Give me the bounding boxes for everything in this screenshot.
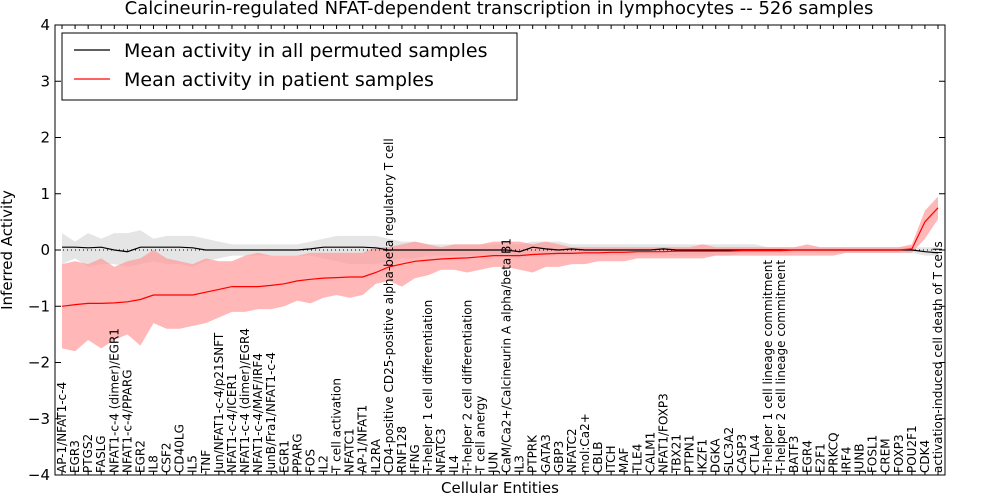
category-label: RNF128 [395,426,409,473]
category-label: NFAT1-c-4/PPARG [120,369,134,473]
category-label: Jun/NFAT1-c-4/p21SNFT [212,332,226,474]
category-label: NFATC2 [565,428,579,473]
x-axis-label: Cellular Entities [441,479,559,497]
category-label: NFAT1-c-4/MAF/IRF4 [251,353,265,473]
category-label: CSF2 [160,442,174,473]
category-label: CDK4 [918,440,932,473]
category-label: CTLA4 [748,434,762,473]
category-label: TNF [199,450,213,474]
category-label: BATF3 [787,436,801,473]
category-label: DGKA [709,438,723,473]
legend: Mean activity in all permuted samples Me… [61,32,518,101]
category-label: AP-1/NFAT1 [356,405,370,473]
y-tick-label: −4 [28,466,50,484]
category-labels: AP-1/NFAT1-c-4 EGR3 PTGS2 FASLG NFAT1-c-4 (d… [55,138,945,474]
category-label: EGR1 [277,440,291,473]
category-label: IKZF1 [696,439,710,473]
category-label: FOXP3 [892,434,906,473]
category-label: PTPN1 [683,435,697,473]
confidence-bands [62,196,938,352]
y-axis: −4 −3 −2 −1 0 1 2 3 4 [28,16,945,484]
y-tick-label: 2 [40,129,50,147]
category-label: POU2F1 [905,425,919,473]
y-tick-label: −1 [28,297,50,315]
category-label: FOSL1 [866,435,880,473]
category-label: NFATC1 [343,428,357,473]
category-label: TLE4 [630,444,644,474]
category-label: activation-induced cell death of T cells [931,241,945,473]
category-label: T-helper 1 cell lineage commitment [761,260,775,474]
legend-label-permuted: Mean activity in all permuted samples [124,40,487,62]
category-label: FASLG [94,435,108,473]
category-label: AP-1/NFAT1-c-4 [55,382,69,473]
category-label: IL2RA [369,438,383,473]
category-label: FOS [303,449,317,473]
y-tick-label: 4 [40,16,50,34]
category-label: NFATC3 [434,428,448,473]
patient-mean-line [61,207,939,307]
category-label: EGR2 [133,440,147,473]
category-label: CBLB [591,441,605,473]
category-label: CASP3 [735,434,749,473]
category-label: PTGS2 [81,434,95,473]
category-label: JUN [487,452,501,474]
category-label: T-helper 1 cell differentiation [421,300,435,474]
category-label: CD40LG [173,424,187,473]
category-label: CD4-positive CD25-positive alpha-beta re… [382,138,396,473]
category-label: IL4 [447,455,461,473]
category-label: NFAT1-c-4 (dimer)/EGR1 [107,328,121,473]
legend-label-patient: Mean activity in patient samples [124,69,434,91]
x-axis [61,25,939,475]
category-label: IFNG [408,444,422,473]
category-label: JUNB [853,443,867,474]
category-label: IL2 [317,455,331,473]
category-label: IL8 [147,455,161,473]
category-label: TBX21 [670,434,684,474]
category-label: CALM1 [643,432,657,473]
category-label: SLC3A2 [722,427,736,473]
category-label: GBP3 [552,441,566,473]
y-tick-label: −3 [28,410,50,428]
category-label: T cell anergy [473,396,487,474]
category-label: NFAT1/FOXP3 [656,393,670,473]
y-tick-label: 0 [40,241,50,259]
category-label: NFAT1-c-4/ICER1 [225,374,239,473]
chart-title: Calcineurin-regulated NFAT-dependent tra… [125,0,874,19]
category-label: IRF4 [840,447,854,473]
category-label: T-helper 2 cell lineage commitment [774,260,788,474]
category-label: GATA3 [539,434,553,473]
category-label: EGR4 [800,440,814,473]
legend-box [61,32,518,101]
category-label: NFAT1-c-4 (dimer)/EGR4 [238,328,252,473]
patient-band [62,196,938,352]
category-label: T cell activation [330,378,344,474]
category-label: IL5 [186,455,200,473]
category-label: CaM/Ca2+/Calcineurin A alpha/beta B1 [500,238,514,473]
category-label: T-helper 2 cell differentiation [460,300,474,474]
y-tick-label: 3 [40,72,50,90]
category-label: mol:Ca2+ [578,413,592,473]
y-tick-label: −2 [28,354,50,372]
category-label: IL3 [513,455,527,473]
category-label: MAF [617,447,631,473]
category-label: PTPRK [526,434,540,473]
category-label: CREM [879,438,893,473]
category-label: JunB/Fra1/NFAT1-c-4 [264,352,278,474]
category-label: EGR3 [68,440,82,473]
y-tick-label: 1 [40,185,50,203]
category-label: PRKCQ [826,432,840,473]
y-axis-label: Inferred Activity [0,190,16,310]
category-label: PPARG [290,433,304,473]
category-label: E2F1 [813,443,827,473]
series-lines [61,207,939,307]
category-label: ITCH [604,445,618,473]
